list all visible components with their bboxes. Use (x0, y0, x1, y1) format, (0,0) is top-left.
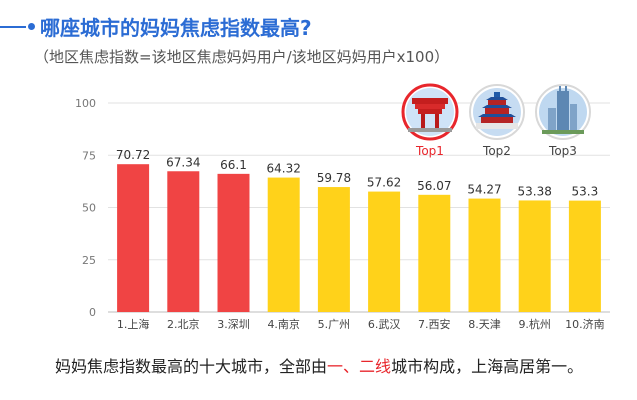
value-label: 66.1 (220, 158, 247, 172)
footer-highlight-separator: 、 (343, 357, 360, 376)
chart-title: 哪座城市的妈妈焦虑指数最高? (40, 16, 312, 40)
chart-footer-note: 妈妈焦虑指数最高的十大城市，全部由一、二线城市构成，上海高居第一。 (55, 353, 583, 377)
value-label: 53.3 (572, 185, 599, 199)
y-tick-label: 50 (82, 202, 96, 215)
bar-chart: 0 25 50 75 100 70.72 67.34 66.1 64.32 59.78 57.62… (75, 83, 610, 331)
top2-label: Top2 (482, 144, 511, 158)
category-label: 4.南京 (267, 317, 300, 331)
category-label: 6.武汉 (368, 318, 401, 331)
y-tick-label: 0 (89, 306, 96, 319)
bar (267, 177, 300, 312)
bar (468, 198, 501, 312)
value-label: 70.72 (116, 148, 150, 162)
chart-subtitle: （地区焦虑指数=该地区焦虑妈妈用户/该地区妈妈用户x100） (34, 48, 450, 66)
category-label: 5.广州 (318, 318, 351, 331)
footer-text-2: 城市构成，上海高居第一。 (391, 357, 584, 376)
y-tick-labels: 0 25 50 75 100 (75, 97, 96, 319)
category-label: 10.济南 (565, 317, 605, 331)
category-labels: 1.上海 2.北京 3.深圳 4.南京 5.广州 6.武汉 7.西安 8.天津 9.杭州 10.济… (117, 317, 605, 331)
category-label: 8.天津 (468, 318, 501, 331)
category-label: 2.北京 (167, 317, 200, 331)
china-pavilion-icon (408, 98, 452, 132)
bar (568, 200, 601, 312)
value-label: 67.34 (166, 155, 200, 169)
top3-label: Top3 (548, 144, 577, 158)
bars (117, 164, 601, 312)
top1-badge: Top1 (401, 83, 459, 158)
bar (368, 191, 401, 312)
top2-badge: Top2 (469, 84, 525, 158)
bar (167, 171, 200, 312)
y-tick-label: 100 (75, 97, 96, 110)
value-label: 57.62 (367, 176, 401, 190)
footer-text-1: 妈妈焦虑指数最高的十大城市，全部由 (55, 357, 328, 376)
top1-label: Top1 (415, 144, 444, 158)
bar (117, 164, 150, 312)
y-tick-label: 75 (82, 149, 96, 162)
bar (317, 187, 350, 312)
value-label: 64.32 (267, 162, 301, 176)
y-tick-label: 25 (82, 254, 96, 267)
temple-of-heaven-icon (476, 92, 518, 129)
category-label: 7.西安 (418, 317, 451, 331)
value-label: 56.07 (417, 179, 451, 193)
footer-highlight-tier1: 一 (327, 357, 344, 376)
value-labels: 70.72 67.34 66.1 64.32 59.78 57.62 56.07 54.27 5… (116, 148, 598, 198)
bar (418, 194, 451, 312)
value-label: 53.38 (518, 184, 552, 198)
category-label: 3.深圳 (217, 318, 250, 331)
value-label: 54.27 (467, 183, 501, 197)
category-label: 1.上海 (117, 317, 150, 331)
title-decoration-dot (28, 23, 35, 30)
value-label: 59.78 (317, 171, 351, 185)
bar (217, 173, 250, 312)
category-label: 9.杭州 (518, 317, 551, 331)
skyscraper-icon (542, 86, 584, 134)
title-decoration-line (0, 26, 26, 28)
footer-highlight-tier2: 二线 (359, 357, 392, 376)
bar (518, 200, 551, 312)
top3-badge: Top3 (535, 84, 591, 158)
